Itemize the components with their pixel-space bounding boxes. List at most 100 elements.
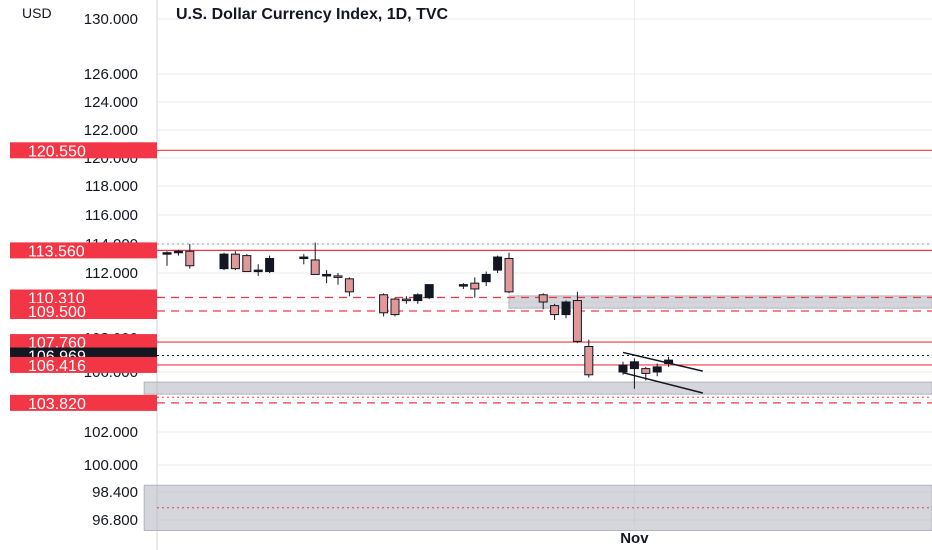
y-tick-label: 102.000 — [84, 424, 138, 441]
price-tag-label: 113.560 — [28, 243, 85, 260]
price-tag: 113.560 — [10, 242, 157, 260]
candle — [310, 242, 320, 275]
candle — [458, 283, 468, 289]
candle — [618, 361, 628, 375]
y-tick-label: 100.000 — [84, 457, 138, 474]
candle — [413, 293, 423, 304]
x-tick-label: Nov — [620, 530, 649, 547]
y-tick-label: 116.000 — [85, 207, 138, 224]
candle-body — [344, 278, 354, 293]
price-tag-label: 106.416 — [28, 358, 86, 375]
y-tick-label: 112.000 — [85, 265, 138, 282]
candle — [481, 271, 491, 287]
candle — [504, 252, 514, 294]
candle — [424, 284, 434, 300]
zone-rect — [143, 381, 932, 395]
candle — [652, 363, 662, 377]
zone-layer — [143, 295, 932, 531]
candle — [185, 244, 195, 269]
candle — [390, 297, 400, 317]
y-tick-label: 130.000 — [84, 11, 138, 28]
candle-body — [641, 368, 651, 374]
y-tick-label: 98.400 — [92, 484, 138, 501]
candle-body — [618, 364, 628, 373]
candle-body — [470, 282, 480, 290]
candle-body — [230, 253, 240, 270]
candle-body — [561, 301, 571, 316]
candle — [493, 255, 503, 273]
candle-body — [242, 255, 252, 273]
price-axis[interactable]: 96.80098.400100.000102.000104.000106.000… — [84, 11, 138, 529]
candle — [584, 339, 594, 378]
candle — [550, 303, 560, 320]
y-tick-label: 96.800 — [92, 512, 138, 529]
price-tag-bg — [10, 289, 157, 306]
candle — [162, 251, 172, 266]
candle-body — [333, 275, 343, 278]
trendline — [622, 351, 703, 372]
y-tick-label: 124.000 — [84, 94, 138, 111]
candle-body — [413, 294, 423, 302]
candle-body — [299, 256, 309, 260]
candle-body — [390, 298, 400, 316]
candle — [242, 254, 252, 273]
candle — [538, 293, 548, 310]
price-tag-layer: 120.550113.560110.310109.500107.760106.9… — [10, 142, 157, 413]
candle — [173, 249, 183, 256]
candle — [299, 254, 309, 265]
candle-body — [185, 250, 195, 267]
price-tag: 103.820 — [10, 394, 157, 413]
candle-body — [401, 298, 411, 302]
candle-body — [572, 300, 582, 342]
price-tag-label: 103.820 — [28, 396, 86, 413]
candle — [401, 296, 411, 304]
trendline — [622, 371, 703, 394]
zone-rect — [508, 295, 932, 309]
candle — [219, 252, 229, 271]
candle — [230, 251, 240, 271]
candle-body — [253, 269, 263, 273]
candle-body — [652, 366, 662, 373]
candle-body — [322, 273, 332, 277]
candle-body — [481, 273, 491, 283]
candle — [265, 255, 275, 273]
price-tag-bg — [10, 142, 157, 159]
price-tag-bg — [10, 334, 157, 351]
price-tag: 120.550 — [10, 142, 157, 160]
price-tag-label: 120.550 — [28, 143, 86, 160]
price-tag-label: 109.500 — [28, 304, 86, 321]
candle-body — [584, 346, 594, 376]
candle — [344, 277, 354, 297]
y-tick-label: 122.000 — [84, 122, 138, 139]
candle-body — [310, 259, 320, 275]
grid-layer — [156, 0, 932, 550]
candle-body — [219, 253, 229, 270]
time-axis[interactable]: NovDec — [620, 530, 932, 547]
candle — [253, 264, 263, 276]
candle-layer — [162, 242, 674, 389]
y-tick-label: 126.000 — [84, 66, 138, 83]
price-tag: 109.500 — [10, 303, 157, 321]
chart-title: U.S. Dollar Currency Index, 1D, TVC — [176, 6, 449, 23]
candle — [561, 300, 571, 319]
unit-label: USD — [22, 5, 52, 21]
level-layer — [157, 149, 932, 509]
candle-body — [379, 294, 389, 314]
price-tag: 106.416 — [10, 356, 157, 375]
candle-body — [493, 256, 503, 271]
price-tag-bg — [10, 303, 157, 319]
price-tag-bg — [10, 356, 157, 373]
candle — [333, 273, 343, 285]
candle-body — [504, 258, 514, 293]
candle-body — [550, 305, 560, 316]
candle — [629, 358, 639, 389]
trend-layer — [622, 351, 703, 394]
candle — [322, 270, 332, 284]
candle-body — [424, 284, 434, 299]
y-tick-label: 118.000 — [85, 178, 138, 195]
candle — [470, 277, 480, 298]
price-tag-bg — [10, 242, 157, 259]
candle — [572, 291, 582, 344]
candle-body — [162, 252, 172, 255]
